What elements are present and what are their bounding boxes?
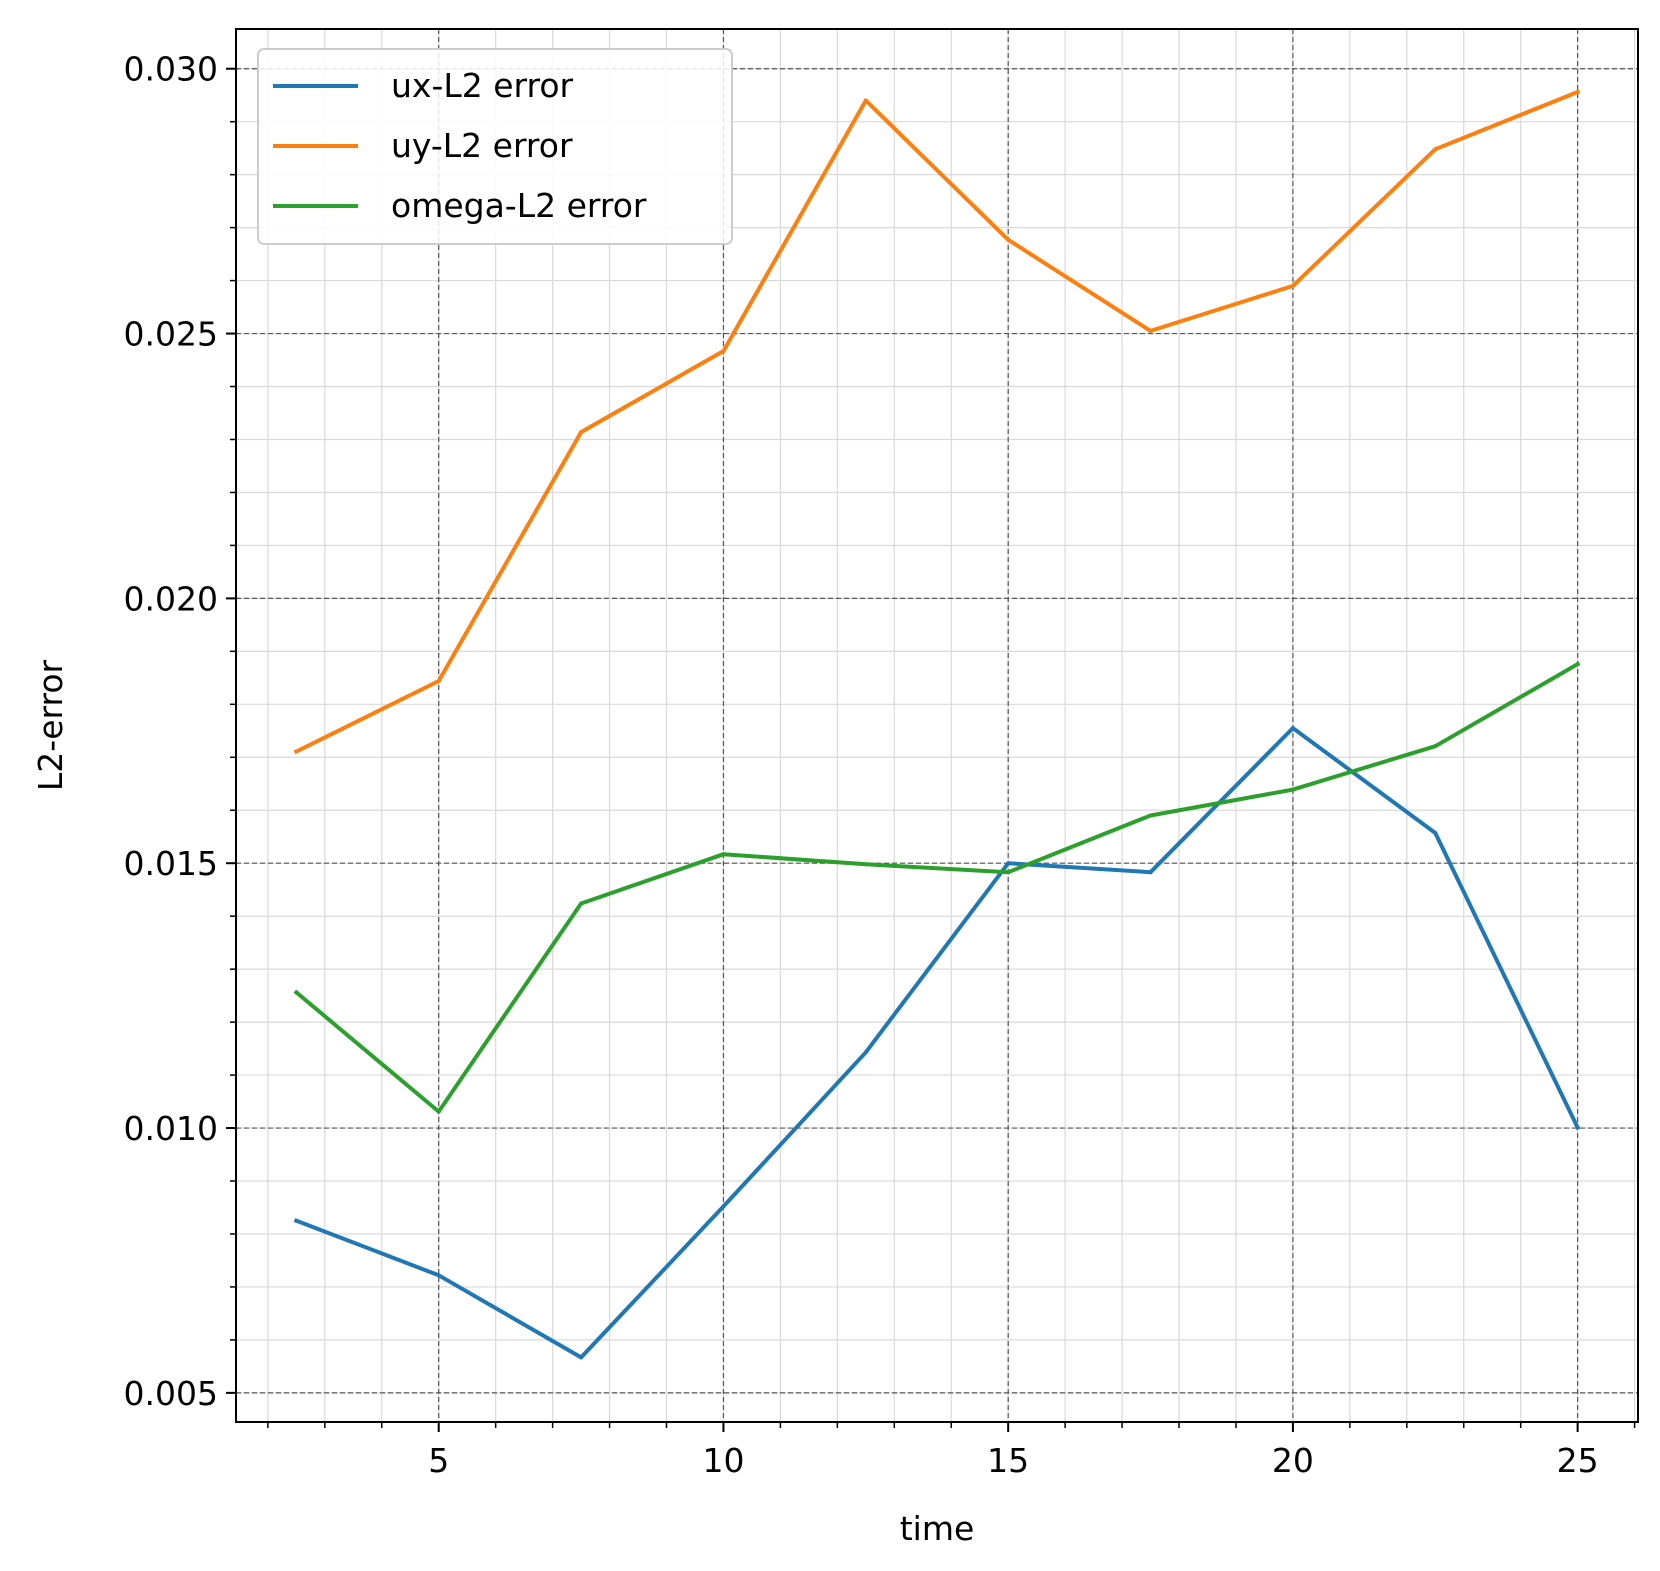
- legend-label-uy: uy-L2 error: [391, 126, 573, 165]
- legend-label-omega: omega-L2 error: [391, 186, 647, 225]
- y-tick-label: 0.005: [124, 1374, 218, 1413]
- data-point-ux: [1290, 726, 1295, 731]
- data-point-omega: [721, 852, 726, 857]
- data-point-uy: [1148, 328, 1153, 333]
- data-point-omega: [1290, 787, 1295, 792]
- y-tick-label: 0.025: [124, 315, 218, 354]
- data-point-omega: [1006, 870, 1011, 875]
- data-point-ux: [579, 1355, 584, 1360]
- data-point-ux: [1575, 1125, 1580, 1130]
- data-point-ux: [294, 1218, 299, 1223]
- y-axis-label: L2-error: [31, 659, 70, 791]
- y-tick-label: 0.030: [124, 50, 218, 89]
- data-point-ux: [436, 1273, 441, 1278]
- data-point-ux: [1433, 831, 1438, 836]
- x-tick-label: 10: [702, 1441, 744, 1480]
- data-point-omega: [1575, 662, 1580, 667]
- data-point-omega: [579, 901, 584, 906]
- data-point-omega: [294, 990, 299, 995]
- x-tick-label: 15: [987, 1441, 1029, 1480]
- series-line-uy: [293, 89, 1581, 755]
- x-axis-label: time: [900, 1509, 975, 1548]
- legend-box: [257, 48, 733, 245]
- y-tick-label: 0.010: [124, 1109, 218, 1148]
- y-tick-label: 0.020: [124, 579, 218, 618]
- data-point-uy: [436, 679, 441, 684]
- data-point-uy: [1433, 147, 1438, 152]
- plot-frame: [235, 28, 1639, 1423]
- y-tick-label: 0.015: [124, 844, 218, 883]
- data-point-omega: [863, 862, 868, 867]
- x-axis: 5 10 15 20 25: [267, 1422, 1636, 1480]
- data-point-ux: [1006, 861, 1011, 866]
- legend-label-ux: ux-L2 error: [391, 66, 574, 105]
- data-point-uy: [1006, 237, 1011, 242]
- data-point-omega: [1148, 813, 1153, 818]
- x-tick-label: 5: [428, 1441, 449, 1480]
- data-point-ux: [721, 1204, 726, 1209]
- data-point-uy: [863, 98, 868, 103]
- data-point-uy: [1290, 283, 1295, 288]
- x-tick-label: 25: [1557, 1441, 1599, 1480]
- x-tick-label: 20: [1272, 1441, 1314, 1480]
- data-point-omega: [1433, 744, 1438, 749]
- series-line-omega: [293, 661, 1581, 1114]
- data-point-uy: [1575, 90, 1580, 95]
- data-point-uy: [294, 749, 299, 754]
- data-point-ux: [863, 1050, 868, 1055]
- data-point-uy: [721, 349, 726, 354]
- y-axis: 0.005 0.010 0.015 0.020 0.025 0.030: [124, 50, 236, 1413]
- series-layer: [293, 89, 1581, 1360]
- data-point-omega: [436, 1109, 441, 1114]
- series-line-ux: [293, 726, 1581, 1360]
- data-point-uy: [579, 430, 584, 435]
- legend: ux-L2 error uy-L2 error omega-L2 error: [257, 48, 733, 245]
- data-point-ux: [1148, 870, 1153, 875]
